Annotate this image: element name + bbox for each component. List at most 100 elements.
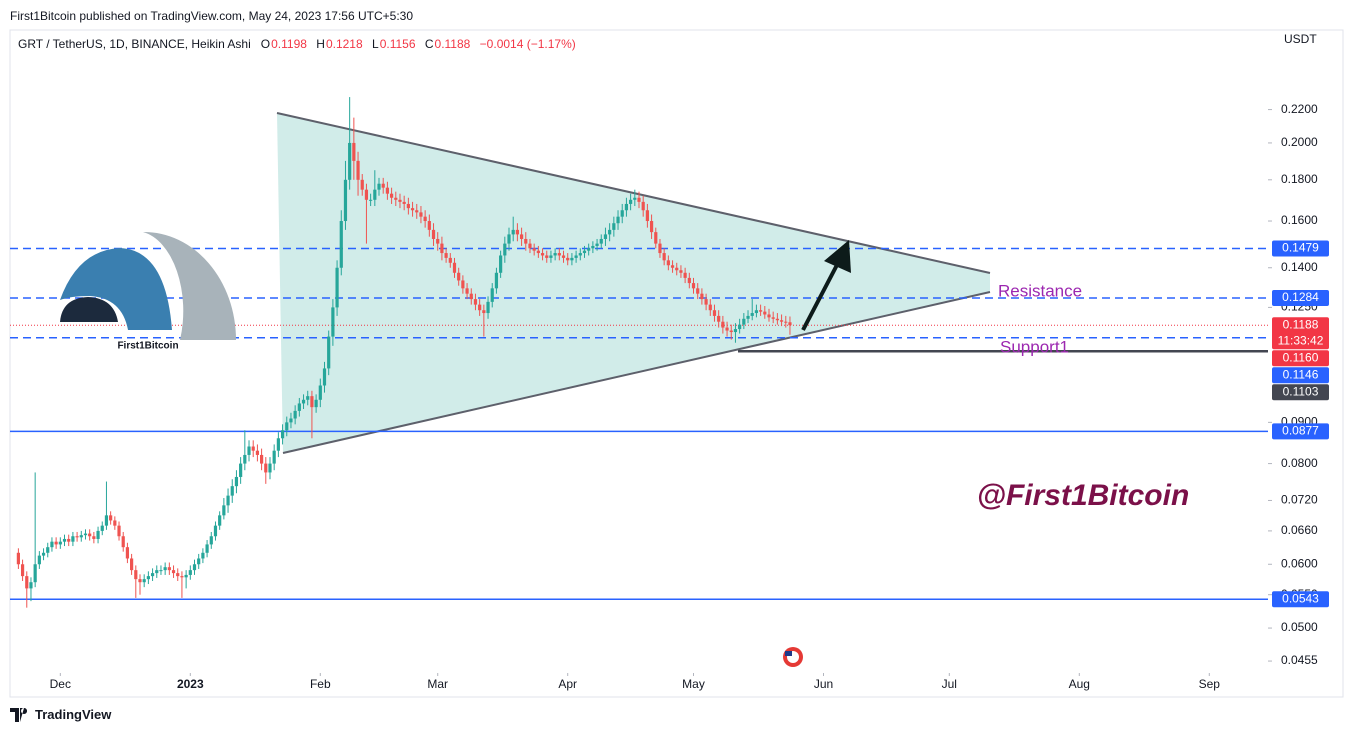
candle-body bbox=[649, 221, 654, 233]
candle-body bbox=[691, 283, 696, 289]
candle-body bbox=[79, 535, 83, 538]
candle-body bbox=[218, 515, 222, 526]
countdown-label: 11:33:42 bbox=[1278, 333, 1324, 347]
candle-body bbox=[431, 229, 436, 239]
candle-body bbox=[675, 267, 679, 271]
candle-body bbox=[595, 243, 599, 246]
candle-body bbox=[679, 270, 683, 273]
candle-body bbox=[415, 210, 419, 213]
price-label-box bbox=[1272, 240, 1329, 257]
candle-body bbox=[515, 229, 519, 235]
candle-body bbox=[16, 552, 20, 565]
candle-body bbox=[255, 450, 260, 455]
candle-body bbox=[272, 450, 276, 464]
candle-body bbox=[41, 552, 46, 556]
price-label: 0.1160 bbox=[1283, 350, 1319, 364]
candle-body bbox=[696, 288, 700, 294]
candle-body bbox=[641, 201, 645, 211]
candle-body bbox=[704, 299, 708, 305]
candle-body bbox=[176, 573, 180, 577]
candle-body bbox=[557, 253, 561, 256]
candle-body bbox=[356, 160, 360, 180]
candle-body bbox=[188, 570, 192, 575]
candle-body bbox=[360, 179, 364, 190]
candle-body bbox=[247, 446, 251, 455]
candle-body bbox=[452, 262, 457, 273]
candle-body bbox=[423, 216, 427, 222]
candle-body bbox=[490, 288, 494, 302]
candle-body bbox=[155, 570, 159, 574]
legend-key: O bbox=[260, 37, 271, 51]
candle-body bbox=[717, 315, 721, 322]
candle-body bbox=[687, 277, 691, 284]
candle-body bbox=[784, 321, 788, 323]
candle-body bbox=[285, 422, 289, 431]
candle-body bbox=[587, 248, 591, 251]
candle-body bbox=[457, 272, 461, 281]
axes: 0.04550.05000.05500.06000.06600.07200.08… bbox=[50, 102, 1318, 691]
candle-body bbox=[788, 322, 792, 326]
price-label-box bbox=[1272, 423, 1329, 440]
candle-body bbox=[67, 538, 71, 542]
candle-body bbox=[37, 555, 41, 565]
price-label-box bbox=[1272, 367, 1329, 384]
candle-body bbox=[29, 582, 33, 589]
candle-body bbox=[222, 505, 226, 516]
candle-body bbox=[733, 329, 738, 333]
candle-body bbox=[570, 257, 574, 261]
arrow bbox=[801, 240, 851, 331]
y-tick-label: 0.2200 bbox=[1281, 102, 1318, 116]
candle-body bbox=[444, 253, 448, 258]
candle-body bbox=[524, 238, 528, 244]
candle-body bbox=[465, 288, 469, 294]
candle-body bbox=[729, 330, 733, 333]
candle-body bbox=[629, 199, 633, 204]
candle-body bbox=[159, 570, 163, 572]
candle-body bbox=[499, 255, 503, 273]
publish-header: First1Bitcoin published on TradingView.c… bbox=[10, 9, 414, 23]
candle-body bbox=[532, 248, 536, 251]
candle-body bbox=[96, 530, 100, 539]
candle-body bbox=[738, 324, 742, 330]
candle-body bbox=[394, 197, 398, 200]
candle-body bbox=[314, 399, 318, 408]
footer-logo bbox=[10, 707, 28, 722]
candle-body bbox=[201, 552, 205, 559]
arrow-head bbox=[824, 240, 851, 273]
legend-value: 0.1218 bbox=[325, 37, 363, 51]
y-tick-label: 0.1600 bbox=[1281, 213, 1318, 227]
x-tick-label: Sep bbox=[1199, 677, 1221, 691]
candle-body bbox=[138, 579, 142, 583]
candle-body bbox=[553, 253, 557, 256]
candle-body bbox=[205, 544, 209, 553]
candle-body bbox=[339, 221, 343, 268]
candle-body bbox=[402, 201, 406, 204]
upper-trendline bbox=[276, 112, 991, 274]
y-tick-label: 0.1400 bbox=[1281, 260, 1318, 274]
candle-body bbox=[767, 314, 771, 318]
price-label: 0.1479 bbox=[1282, 241, 1319, 255]
currency-label: USDT bbox=[1284, 32, 1317, 46]
price-label: 0.1284 bbox=[1282, 290, 1319, 304]
candle-body bbox=[171, 570, 176, 574]
candle-body bbox=[289, 418, 293, 423]
candle-body bbox=[192, 564, 197, 571]
candle-body bbox=[624, 203, 629, 211]
x-tick-label: Dec bbox=[50, 677, 71, 691]
candle-body bbox=[318, 385, 322, 400]
candle-body bbox=[511, 229, 515, 235]
candle-body bbox=[226, 495, 230, 506]
candle-body bbox=[721, 321, 725, 328]
candle-body bbox=[251, 446, 255, 451]
y-tick-label: 0.1800 bbox=[1281, 172, 1318, 186]
y-tick-label: 0.0660 bbox=[1281, 523, 1318, 537]
x-tick-label: May bbox=[682, 677, 705, 691]
legend-value: 0.1188 bbox=[434, 37, 471, 51]
candle-body bbox=[566, 257, 570, 261]
candle-body bbox=[62, 538, 67, 542]
candle-body bbox=[645, 210, 649, 222]
candle-body bbox=[276, 438, 280, 451]
candle-body bbox=[519, 234, 524, 239]
x-tick-label: Feb bbox=[310, 677, 331, 691]
